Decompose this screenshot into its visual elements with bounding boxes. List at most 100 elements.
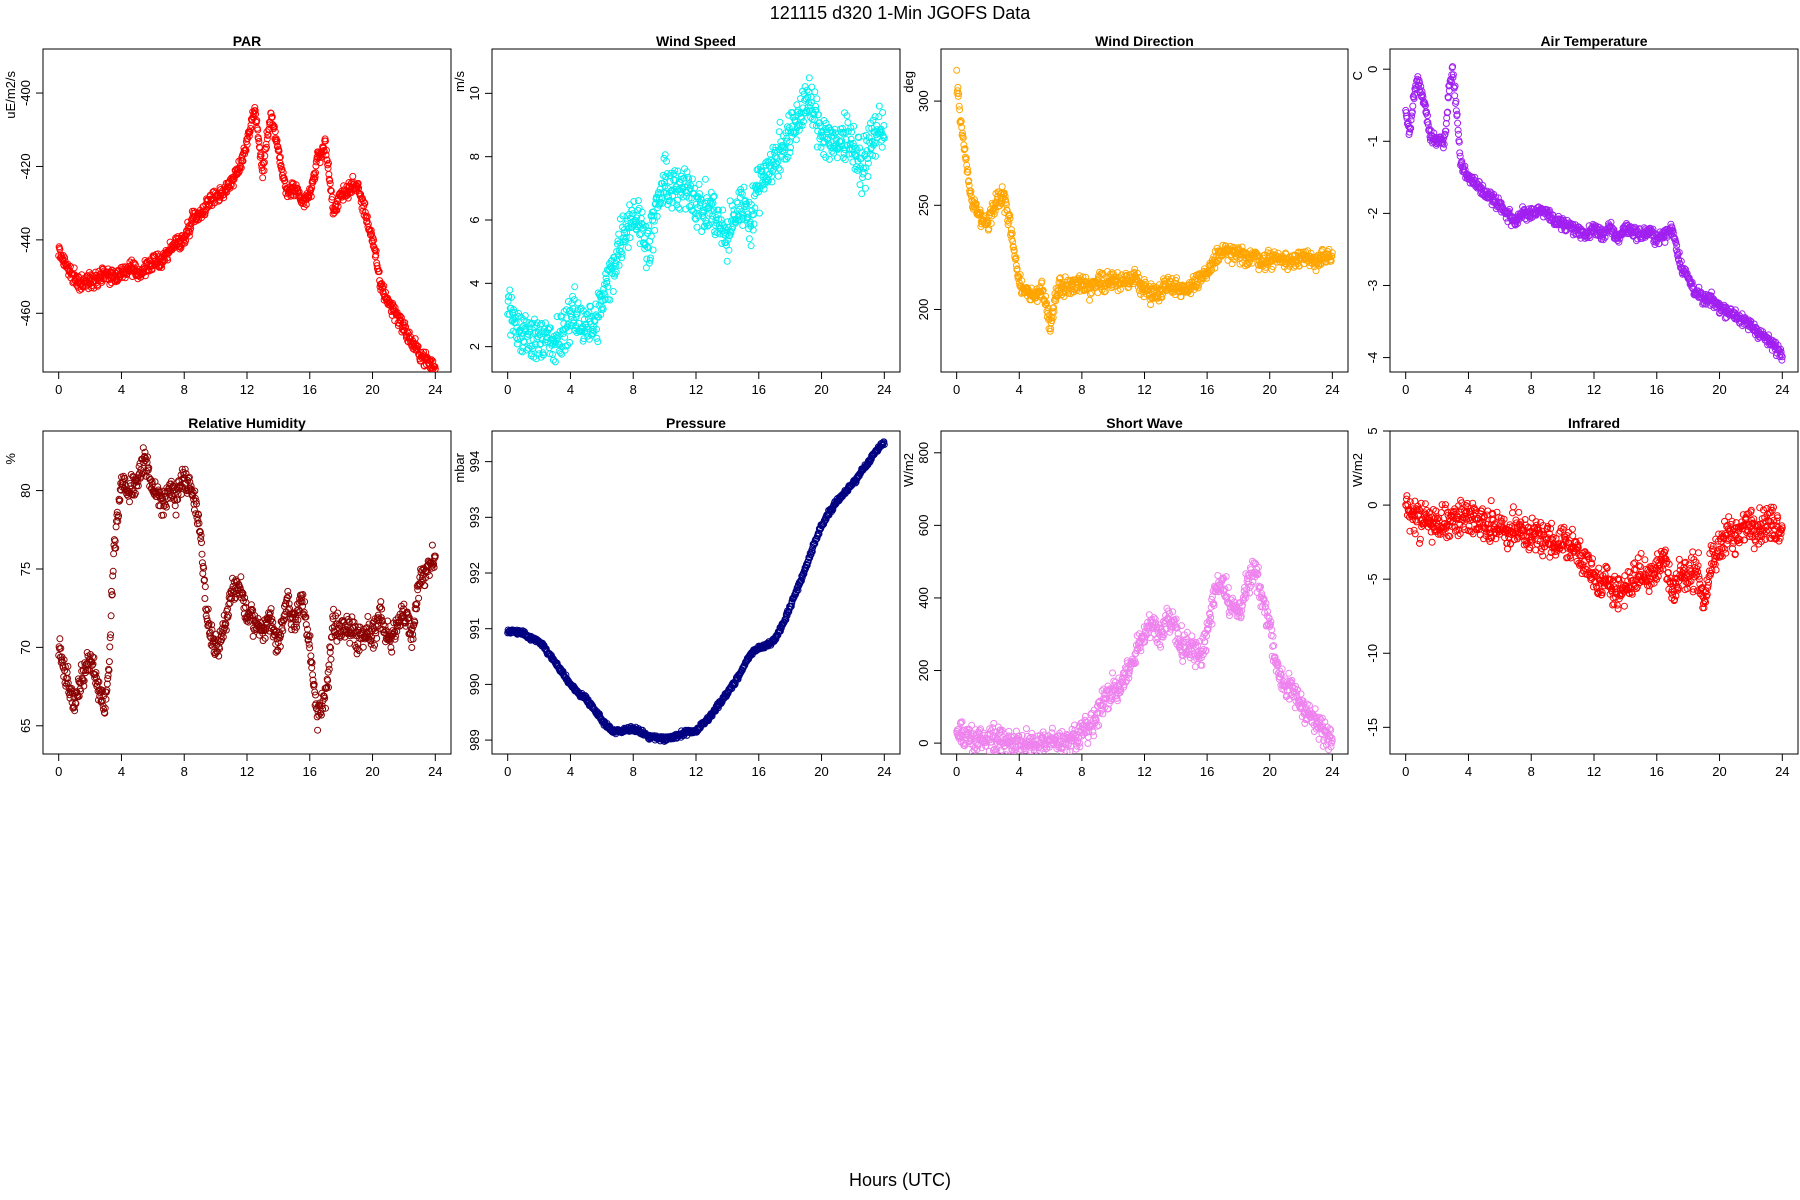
data-point xyxy=(1506,205,1514,213)
data-point xyxy=(316,159,324,167)
data-point xyxy=(204,605,212,613)
data-point xyxy=(1051,294,1059,302)
data-point xyxy=(724,236,732,244)
data-point xyxy=(190,506,198,514)
data-point xyxy=(647,232,655,240)
data-point xyxy=(858,190,866,198)
data-point xyxy=(613,248,621,255)
data-point xyxy=(987,220,995,227)
x-tick-label: 4 xyxy=(118,382,125,397)
data-point xyxy=(771,146,779,154)
x-tick-label: 16 xyxy=(303,382,317,397)
data-point xyxy=(304,625,311,633)
data-point xyxy=(1424,112,1431,120)
data-point xyxy=(1407,124,1415,132)
data-point xyxy=(710,206,718,214)
data-point xyxy=(971,196,979,204)
x-tick-label: 16 xyxy=(1200,382,1214,397)
data-point xyxy=(639,224,647,232)
data-point xyxy=(805,74,813,82)
data-point xyxy=(843,112,851,120)
data-point xyxy=(327,644,335,652)
data-point xyxy=(121,274,129,282)
data-point xyxy=(106,281,114,288)
panel-title: Air Temperature xyxy=(1540,33,1647,49)
data-point xyxy=(268,615,276,623)
data-point xyxy=(709,193,717,201)
data-point xyxy=(1046,327,1054,335)
data-point xyxy=(869,151,877,159)
data-point xyxy=(514,312,522,320)
y-tick-label: -3 xyxy=(1365,280,1380,292)
data-point xyxy=(379,283,386,291)
y-tick-label: 250 xyxy=(916,194,931,216)
data-point xyxy=(353,180,361,188)
data-point xyxy=(203,617,211,625)
data-point xyxy=(810,111,818,118)
data-point xyxy=(663,157,670,165)
data-point xyxy=(1418,91,1426,99)
data-point xyxy=(428,356,435,364)
data-points xyxy=(504,438,888,745)
data-point xyxy=(325,159,332,167)
data-point xyxy=(187,220,195,228)
data-point xyxy=(56,635,64,643)
data-point xyxy=(1033,298,1041,305)
data-point xyxy=(558,350,566,358)
data-point xyxy=(421,582,429,590)
data-point xyxy=(251,104,259,111)
data-point xyxy=(956,106,964,114)
x-tick-label: 8 xyxy=(181,382,188,397)
data-point xyxy=(739,214,747,222)
data-point xyxy=(872,152,879,160)
data-point xyxy=(368,230,376,238)
data-point xyxy=(784,123,791,131)
data-point xyxy=(619,212,627,220)
data-point xyxy=(636,231,644,239)
data-point xyxy=(1777,348,1785,356)
data-point xyxy=(110,550,118,558)
y-tick-label: 80 xyxy=(18,483,33,497)
data-point xyxy=(392,632,399,640)
data-point xyxy=(219,620,227,628)
data-point xyxy=(755,188,763,196)
y-tick-label: 200 xyxy=(916,299,931,321)
data-point xyxy=(1328,249,1336,257)
data-point xyxy=(738,190,746,198)
data-point xyxy=(208,626,216,634)
data-point xyxy=(252,110,260,118)
data-point xyxy=(361,199,369,207)
data-point xyxy=(1615,238,1623,246)
data-point xyxy=(334,202,342,210)
data-point xyxy=(1050,308,1058,316)
data-point xyxy=(357,190,365,198)
data-point xyxy=(775,128,783,136)
data-point xyxy=(855,134,863,142)
data-point xyxy=(203,606,211,614)
data-point xyxy=(306,632,314,640)
x-tick-label: 0 xyxy=(55,764,62,779)
data-point xyxy=(1147,301,1155,309)
y-tick-label: 991 xyxy=(467,618,482,640)
data-point xyxy=(665,197,673,204)
data-point xyxy=(691,184,698,192)
data-point xyxy=(602,274,610,282)
data-point xyxy=(401,319,409,327)
data-point xyxy=(319,705,327,713)
data-point xyxy=(279,627,287,635)
data-point xyxy=(825,155,833,163)
plot-frame xyxy=(491,430,901,755)
data-point xyxy=(875,102,883,110)
x-tick-label: 16 xyxy=(303,764,317,779)
data-point xyxy=(566,339,574,346)
data-point xyxy=(325,683,332,691)
data-point xyxy=(844,119,852,126)
data-point xyxy=(239,157,247,165)
data-point xyxy=(695,180,703,188)
data-point xyxy=(647,254,654,262)
data-point xyxy=(998,183,1006,191)
x-tick-label: 20 xyxy=(814,764,828,779)
data-point xyxy=(294,616,302,624)
data-point xyxy=(972,201,979,209)
